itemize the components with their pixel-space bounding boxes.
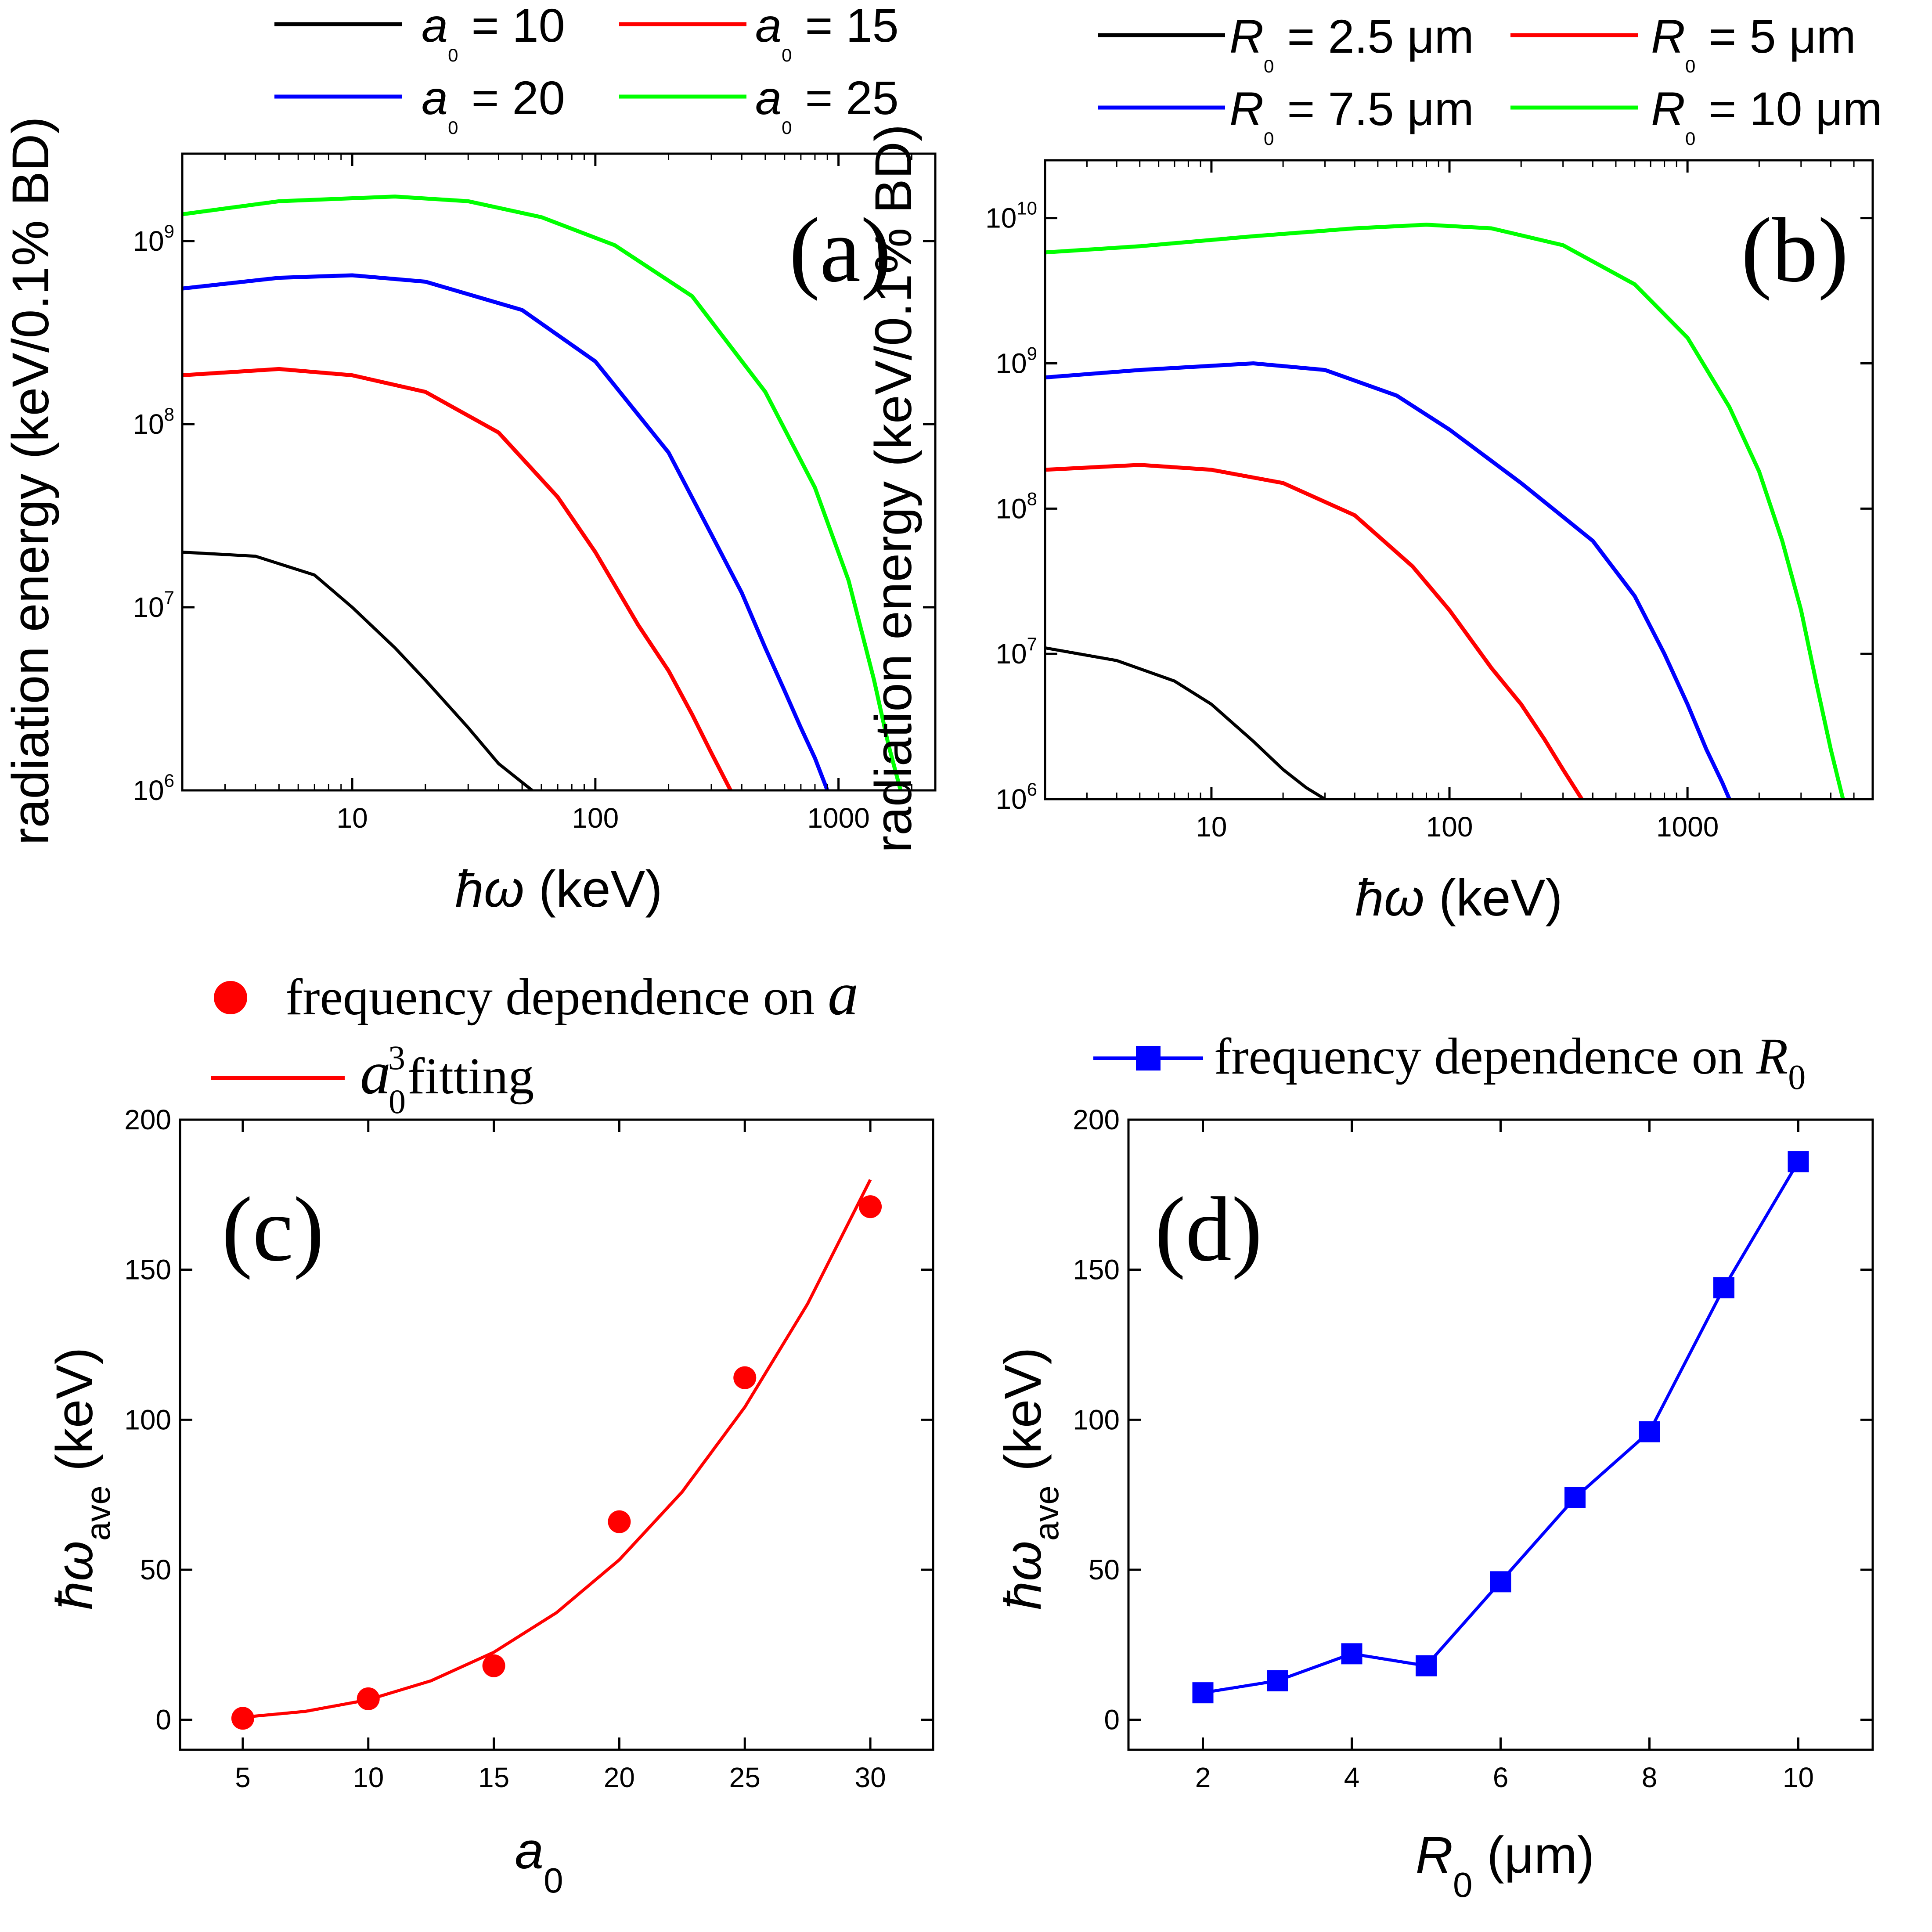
x-tick-label: 10 xyxy=(336,802,368,834)
series-line-4 xyxy=(1045,223,1845,799)
series-group xyxy=(182,195,903,790)
data-point xyxy=(1788,1151,1809,1172)
series-line-4 xyxy=(182,195,903,790)
x-axis-label: R0 (μm) xyxy=(1416,1826,1594,1904)
panel-tag: (b) xyxy=(1741,199,1849,301)
x-tick-label: 1000 xyxy=(1656,811,1719,843)
series-line-2 xyxy=(1045,463,1584,799)
legend-label: R0 = 5 μm xyxy=(1651,10,1856,76)
x-tick-label: 10 xyxy=(353,1762,384,1793)
legend-label: a0 = 10 xyxy=(422,0,565,65)
series-line-1 xyxy=(182,551,533,790)
plot-frame xyxy=(179,1118,934,1751)
legend-label: a0 = 15 xyxy=(755,0,899,65)
y-tick-label: 109 xyxy=(995,343,1037,379)
series-line-2 xyxy=(182,367,732,790)
y-tick-label: 50 xyxy=(1089,1554,1120,1586)
x-tick-label: 4 xyxy=(1344,1762,1360,1793)
data-point xyxy=(1267,1670,1288,1691)
y-tick-label: 150 xyxy=(124,1254,171,1286)
series-line xyxy=(1202,1161,1800,1694)
data-point xyxy=(1416,1655,1437,1676)
y-tick-label: 107 xyxy=(133,587,174,623)
data-point xyxy=(482,1654,505,1677)
y-tick-label: 0 xyxy=(1104,1704,1120,1736)
legend-label: R0 = 7.5 μm xyxy=(1229,82,1474,149)
y-tick-label: 200 xyxy=(1073,1104,1120,1135)
y-tick-label: 0 xyxy=(155,1704,171,1736)
x-tick-label: 10 xyxy=(1196,811,1227,843)
x-tick-label: 15 xyxy=(478,1762,509,1793)
y-tick-label: 200 xyxy=(124,1104,171,1135)
legend-label: frequency dependence on a xyxy=(285,960,858,1028)
legend-marker-square xyxy=(1136,1046,1161,1071)
data-point xyxy=(1639,1421,1660,1442)
x-tick-label: 20 xyxy=(604,1762,635,1793)
series-line-1 xyxy=(1045,646,1326,799)
x-tick-label: 30 xyxy=(854,1762,886,1793)
data-point xyxy=(1564,1487,1586,1508)
legend-label: frequency dependence on R0 xyxy=(1214,1027,1806,1097)
y-axis-label: radiation energy (keV/0.1% BD) xyxy=(865,124,923,853)
legend-label: a03fitting xyxy=(360,1038,534,1121)
data-point xyxy=(357,1687,380,1710)
data-point xyxy=(1192,1682,1214,1704)
y-axis-label: ħωave (keV) xyxy=(46,1347,117,1610)
x-axis-label: ħω (keV) xyxy=(455,860,662,918)
x-tick-label: 100 xyxy=(1426,811,1473,843)
y-axis-label: ħωave (keV) xyxy=(994,1347,1066,1610)
y-tick-label: 109 xyxy=(133,221,174,257)
panel-b: 10 100 1000 106 107 108 109 1010 ħω (keV) radiati… xyxy=(865,10,1882,927)
x-axis-label: a0 xyxy=(515,1822,563,1900)
x-tick-label: 5 xyxy=(235,1762,251,1793)
y-tick-label: 1010 xyxy=(985,198,1037,234)
fit-line xyxy=(242,1179,872,1719)
y-tick-label: 107 xyxy=(995,634,1037,670)
legend-label: R0 = 2.5 μm xyxy=(1229,10,1474,76)
y-tick-label: 100 xyxy=(124,1404,171,1435)
y-tick-label: 108 xyxy=(995,488,1037,524)
y-tick-label: 106 xyxy=(995,779,1037,815)
panel-tag: (c) xyxy=(222,1179,324,1280)
legend-marker-circle xyxy=(214,981,247,1014)
y-tick-label: 150 xyxy=(1073,1254,1120,1286)
legend-label: a0 = 20 xyxy=(422,71,565,138)
plot-frame xyxy=(1127,1118,1874,1751)
legend-label: R0 = 10 μm xyxy=(1651,82,1882,149)
x-tick-label: 100 xyxy=(572,802,619,834)
x-tick-label: 25 xyxy=(729,1762,761,1793)
x-tick-label: 1000 xyxy=(807,802,869,834)
data-point xyxy=(231,1707,254,1730)
x-tick-label: 10 xyxy=(1783,1762,1814,1793)
panel-c: 5 10 15 20 25 30 0 50 100 150 200 a0 ħωave (keV) (c) f… xyxy=(46,960,934,1900)
y-tick-label: 100 xyxy=(1073,1404,1120,1435)
y-tick-label: 106 xyxy=(133,770,174,806)
series-line-3 xyxy=(1045,361,1731,799)
data-point xyxy=(1341,1643,1362,1665)
panel-tag: (a) xyxy=(789,199,891,301)
series-line-3 xyxy=(182,273,829,790)
x-tick-label: 8 xyxy=(1642,1762,1658,1793)
plot-frame xyxy=(181,152,937,792)
data-point xyxy=(608,1510,631,1533)
data-point xyxy=(1490,1571,1511,1593)
panel-a: 10 100 1000 106 107 108 109 ħω (keV) radiation e… xyxy=(2,0,937,918)
data-point xyxy=(733,1366,757,1389)
y-tick-label: 50 xyxy=(140,1554,171,1586)
y-axis-label: radiation energy (keV/0.1% BD) xyxy=(2,116,60,845)
x-axis-label: ħω (keV) xyxy=(1355,869,1562,927)
y-tick-label: 108 xyxy=(133,404,174,440)
x-tick-label: 6 xyxy=(1493,1762,1509,1793)
legend-label: a0 = 25 xyxy=(755,71,899,138)
data-point xyxy=(859,1195,882,1218)
panel-tag: (d) xyxy=(1155,1179,1262,1280)
plot-frame xyxy=(1044,159,1874,800)
series-group xyxy=(1045,223,1845,799)
x-tick-label: 2 xyxy=(1195,1762,1211,1793)
data-point xyxy=(1713,1277,1734,1298)
